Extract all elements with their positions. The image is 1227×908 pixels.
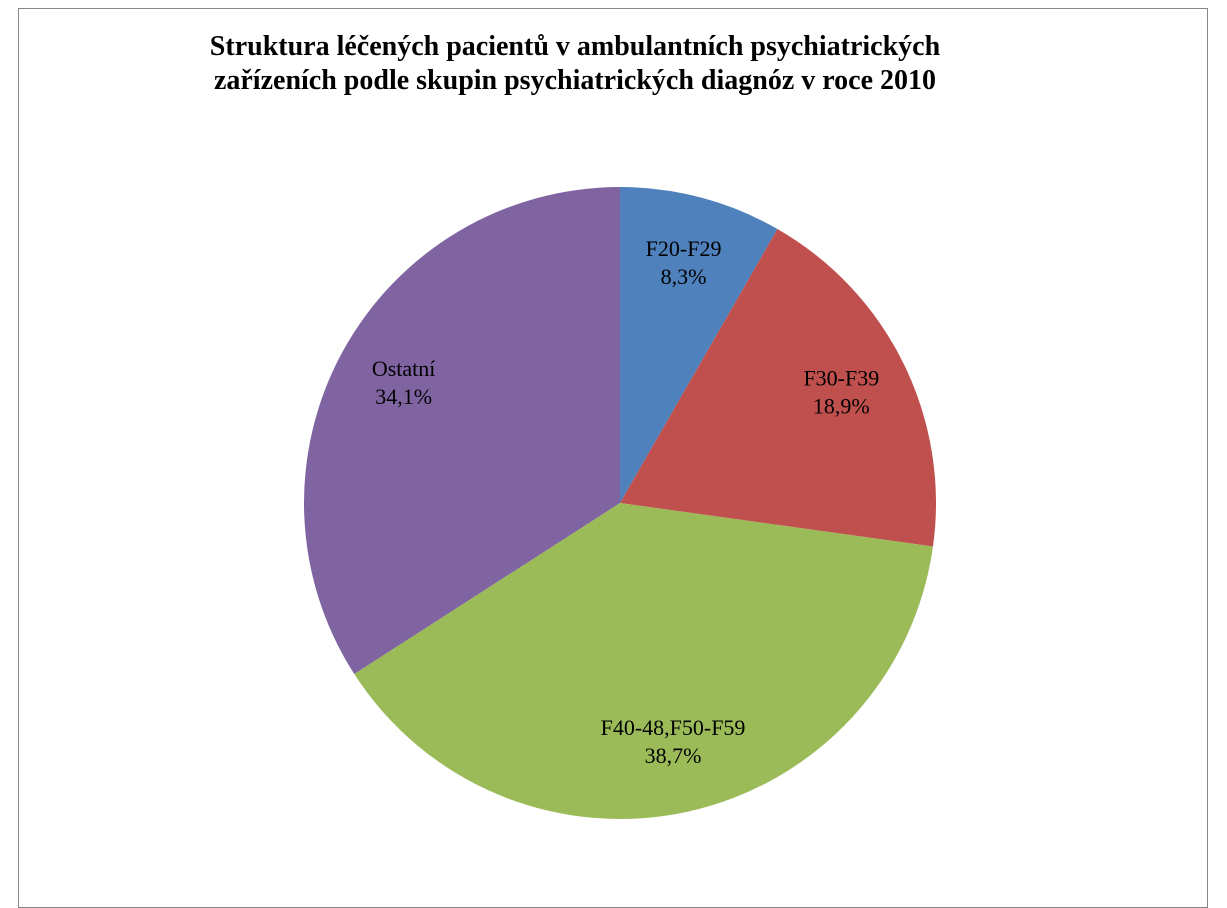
slice-category-label: F20-F29	[646, 236, 722, 261]
pie-slice	[354, 503, 933, 820]
chart-title: Struktura léčených pacientů v ambulantní…	[209, 31, 941, 96]
pie-slice	[303, 187, 620, 674]
slice-value-label: 18,9%	[813, 394, 870, 419]
slice-category-label: Ostatní	[372, 356, 436, 381]
slice-value-label: 34,1%	[375, 384, 432, 409]
slice-value-label: 38,7%	[645, 743, 702, 768]
pie-slice	[620, 187, 778, 503]
slice-value-label: 8,3%	[661, 264, 707, 289]
pie-slice	[620, 229, 936, 547]
slice-category-label: F30-F39	[803, 366, 879, 391]
slice-category-label: F40-48,F50-F59	[601, 715, 746, 740]
